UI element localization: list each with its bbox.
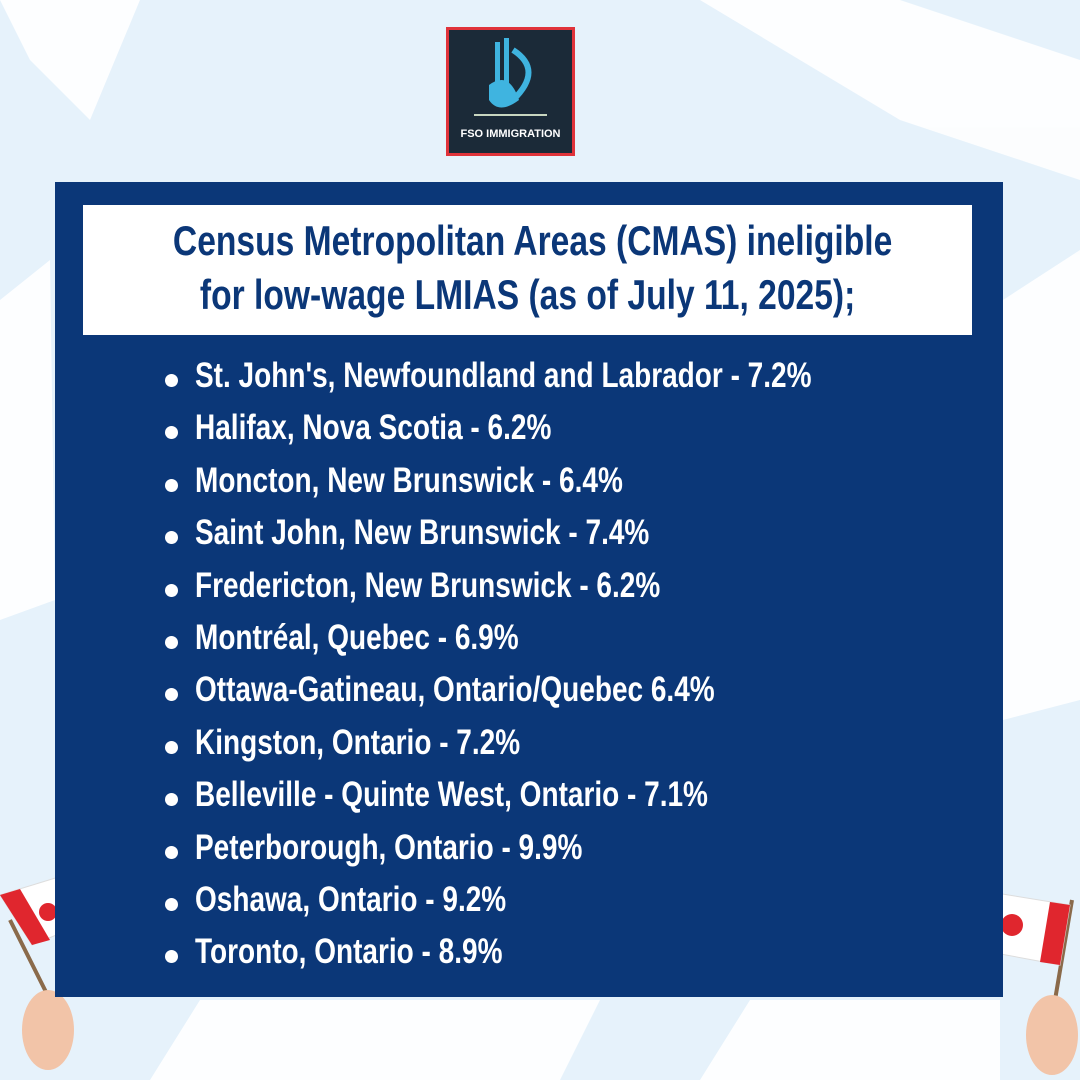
title-line: Census Metropolitan Areas (CMAS) ineligi… — [83, 217, 972, 265]
bullet — [165, 583, 178, 597]
logo: FSO IMMIGRATION — [446, 27, 575, 156]
content-panel: Census Metropolitan Areas (CMAS) ineligi… — [55, 182, 1003, 997]
list-item: Fredericton, New Brunswick - 6.2% — [195, 565, 661, 605]
bullet — [165, 740, 178, 754]
bullet — [165, 426, 178, 440]
title-box: Census Metropolitan Areas (CMAS) ineligi… — [83, 205, 972, 335]
bullet — [165, 531, 178, 545]
bullet — [165, 478, 178, 492]
list-item: Moncton, New Brunswick - 6.4% — [195, 460, 623, 500]
title-text: Census Metropolitan Areas (CMAS) ineligi… — [172, 217, 893, 264]
list-item: St. John's, Newfoundland and Labrador - … — [195, 356, 812, 395]
list-item: Toronto, Ontario - 8.9% — [195, 932, 503, 972]
list-item: Montréal, Quebec - 6.9% — [195, 618, 519, 657]
list-item: Saint John, New Brunswick - 7.4% — [195, 513, 650, 553]
list-item: Belleville - Quinte West, Ontario - 7.1% — [195, 775, 708, 815]
bullet — [165, 688, 178, 702]
list-item: Kingston, Ontario - 7.2% — [195, 722, 521, 762]
bullet — [165, 793, 178, 807]
list-item: Oshawa, Ontario - 9.2% — [195, 880, 507, 919]
title-text: for low-wage LMIAS (as of July 11, 2025)… — [199, 271, 856, 318]
list-item: Ottawa-Gatineau, Ontario/Quebec 6.4% — [195, 670, 715, 710]
logo-mark — [474, 38, 547, 116]
logo-text: FSO IMMIGRATION — [460, 128, 561, 140]
bullet — [165, 636, 178, 649]
bullet — [165, 898, 178, 911]
bullet — [165, 950, 178, 964]
title-line: for low-wage LMIAS (as of July 11, 2025)… — [83, 271, 972, 319]
bullet — [165, 845, 178, 859]
list-item: Peterborough, Ontario - 9.9% — [195, 827, 583, 867]
bullet — [165, 374, 178, 387]
list-item: Halifax, Nova Scotia - 6.2% — [195, 408, 552, 448]
